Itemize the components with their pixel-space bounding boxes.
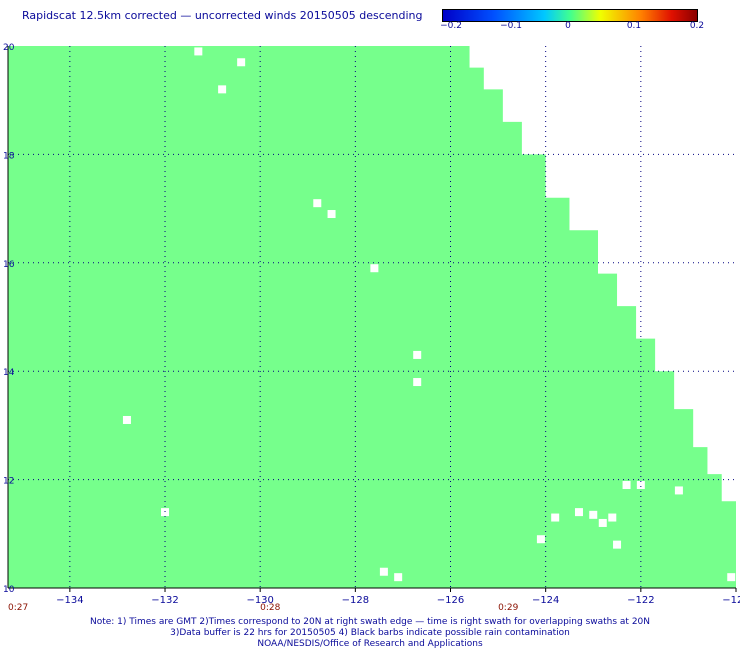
missing-data-cell xyxy=(194,47,203,56)
time-label: 0:29 xyxy=(498,603,518,613)
colorbar-tick-label: 0.2 xyxy=(689,21,705,31)
missing-data-cell xyxy=(608,513,617,522)
map-title: Rapidscat 12.5km corrected — uncorrected… xyxy=(22,9,423,22)
missing-data-cell xyxy=(394,573,403,582)
missing-data-cell xyxy=(161,508,170,517)
colorbar-tick-label: −0.2 xyxy=(440,21,462,31)
longitude-tick-label: −124 xyxy=(532,595,559,606)
longitude-tick-label: −132 xyxy=(151,595,178,606)
missing-data-cell xyxy=(327,210,336,219)
missing-data-cell xyxy=(370,264,379,273)
time-label: 0:28 xyxy=(260,603,280,613)
longitude-tick-label: −128 xyxy=(342,595,369,606)
missing-data-cell xyxy=(727,573,736,582)
missing-data-cell xyxy=(122,415,131,424)
missing-data-cell xyxy=(413,378,422,387)
latitude-tick-label: 20 xyxy=(3,43,15,53)
latitude-tick-label: 10 xyxy=(3,585,15,595)
missing-data-cell xyxy=(237,58,246,67)
missing-data-cell xyxy=(636,481,645,490)
colorbar-tick-label: 0.1 xyxy=(626,21,642,31)
latitude-tick-label: 18 xyxy=(3,151,15,161)
missing-data-cell xyxy=(379,567,388,576)
colorbar xyxy=(442,9,698,22)
latitude-tick-label: 12 xyxy=(3,477,14,487)
missing-data-cell xyxy=(589,510,598,519)
missing-data-cell xyxy=(313,199,322,208)
missing-data-cell xyxy=(218,85,227,94)
footnote-line-2: 3)Data buffer is 22 hrs for 20150505 4) … xyxy=(170,628,570,638)
missing-data-cell xyxy=(674,486,683,495)
missing-data-cell xyxy=(598,518,607,527)
missing-data-cell xyxy=(613,540,622,549)
footnote-line-1: Note: 1) Times are GMT 2)Times correspon… xyxy=(89,617,651,627)
latitude-tick-label: 16 xyxy=(3,260,15,270)
longitude-tick-label: −134 xyxy=(56,595,83,606)
time-label: 0:27 xyxy=(8,603,28,613)
latitude-tick-label: 14 xyxy=(3,368,15,378)
missing-data-cell xyxy=(536,535,545,544)
missing-data-cell xyxy=(622,481,631,490)
longitude-tick-label: −122 xyxy=(627,595,654,606)
longitude-tick-label: −130 xyxy=(246,595,273,606)
colorbar-tick-label: −0.1 xyxy=(500,21,522,31)
missing-data-cell xyxy=(574,508,583,517)
colorbar-tick-label: 0 xyxy=(565,21,571,31)
footnote-credit: NOAA/NESDIS/Office of Research and Appli… xyxy=(257,639,483,649)
longitude-tick-label: −120 xyxy=(722,595,740,606)
missing-data-cell xyxy=(551,513,560,522)
longitude-tick-label: −126 xyxy=(437,595,464,606)
missing-data-cell xyxy=(413,350,422,359)
swath-coverage xyxy=(8,46,736,588)
